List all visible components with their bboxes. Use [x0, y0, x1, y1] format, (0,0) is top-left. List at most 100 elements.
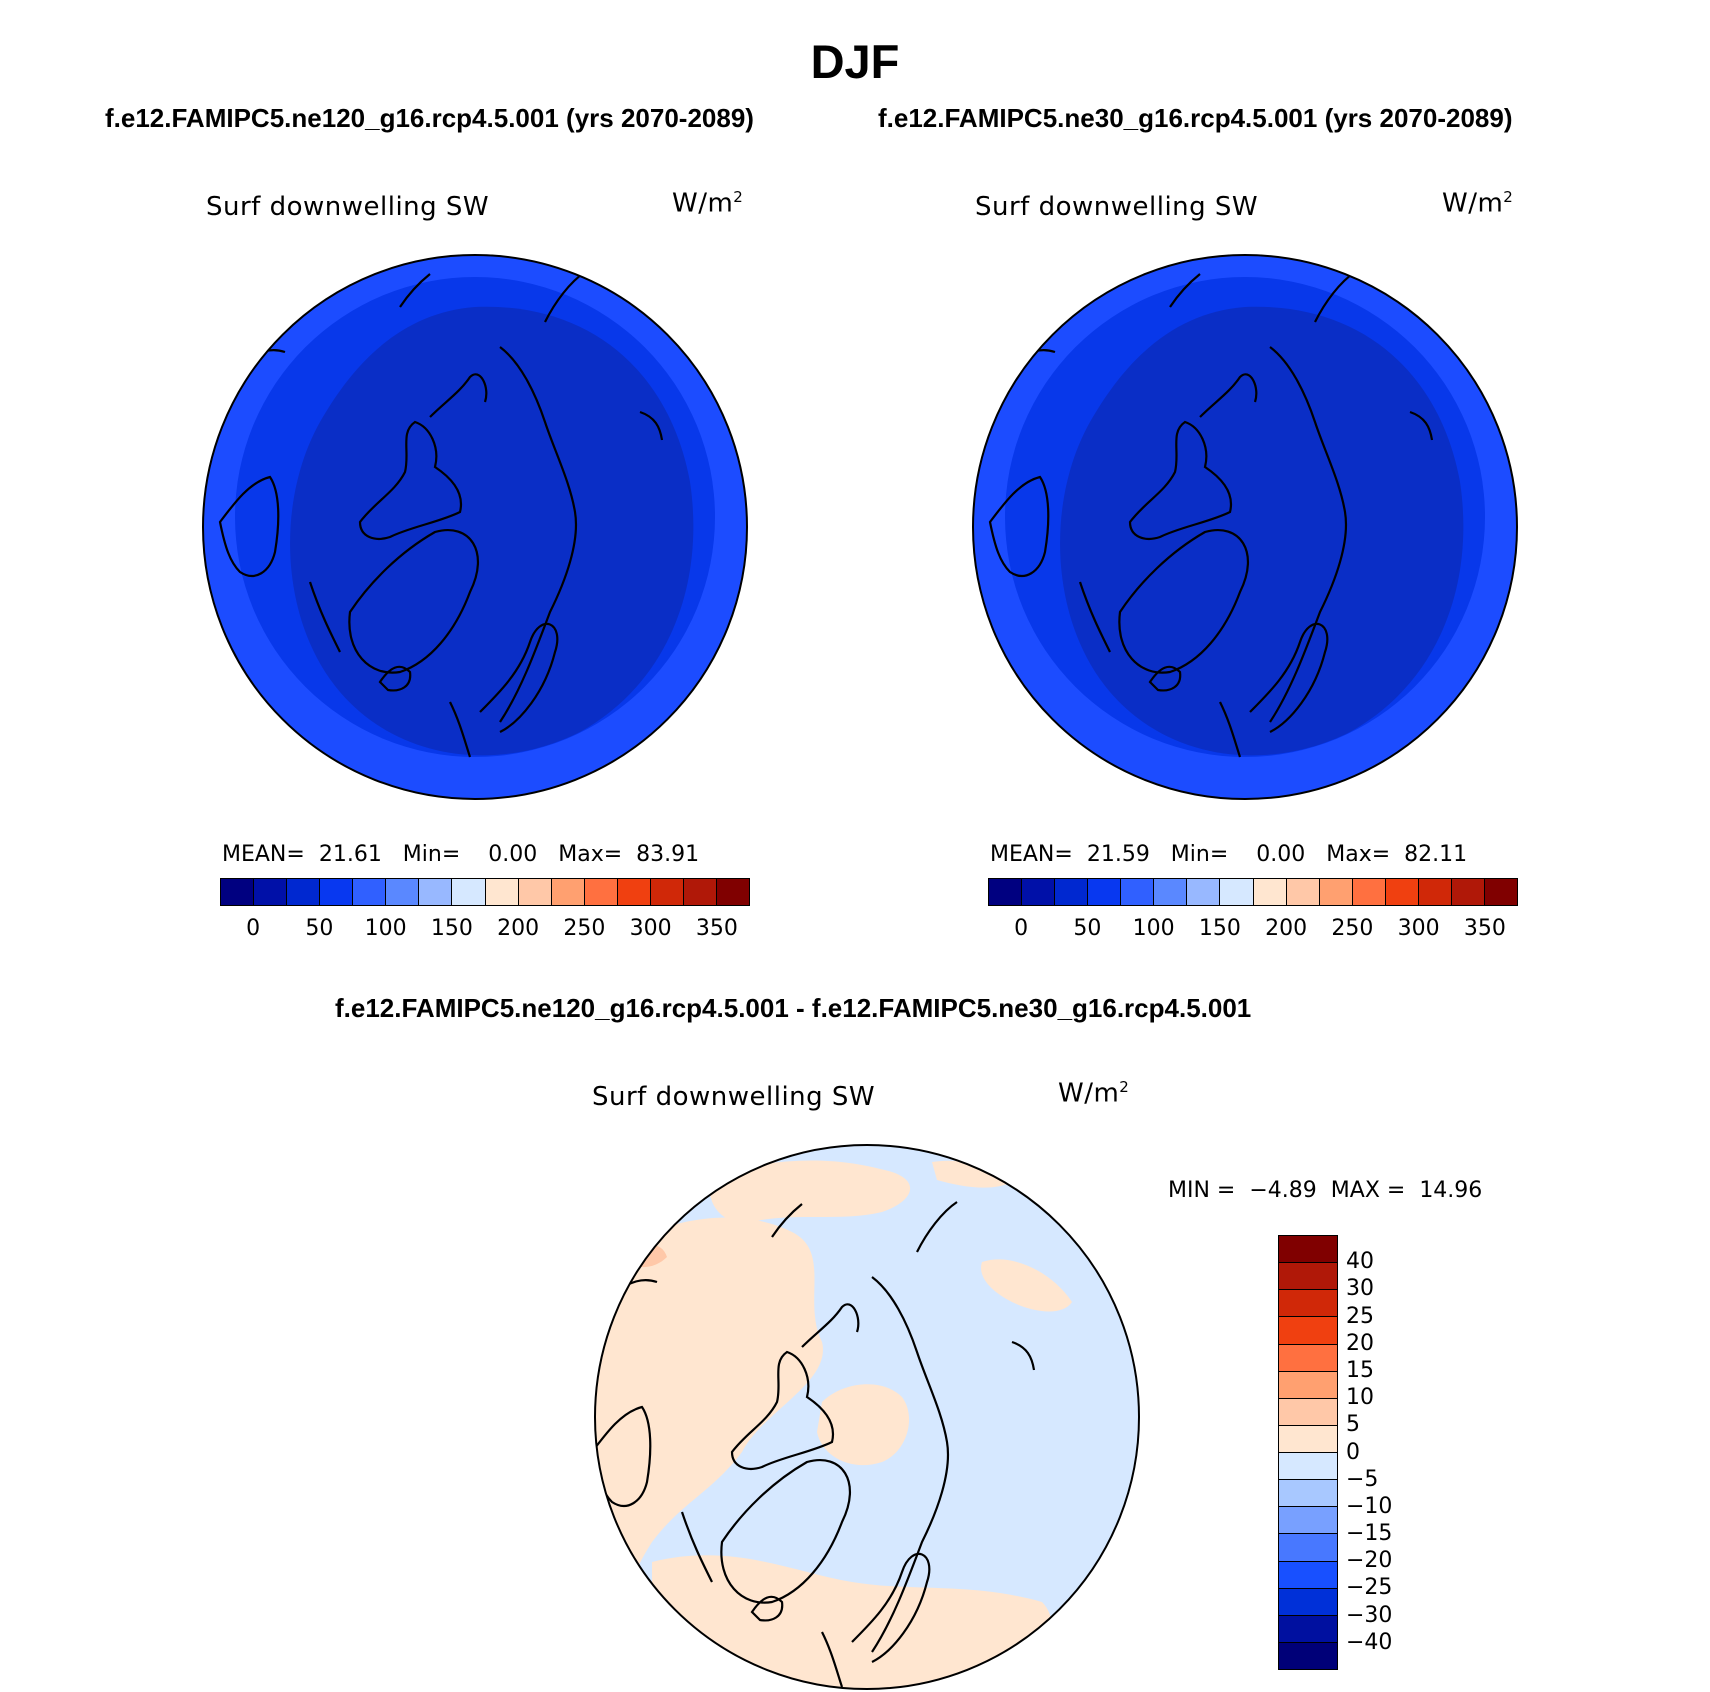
colorbar-swatch	[1385, 879, 1419, 905]
colorbar-swatch	[353, 879, 387, 905]
panel-1-stats: MEAN= 21.61 Min= 0.00 Max= 83.91	[222, 842, 700, 867]
colorbar-swatch	[1319, 879, 1353, 905]
colorbar-swatch	[1279, 1588, 1337, 1616]
colorbar-tick-label: −40	[1346, 1629, 1393, 1655]
panel-1-map	[202, 254, 748, 800]
panel-1-colorbar-ticks: 0 50 100 150 200 250 300 350	[220, 916, 750, 946]
colorbar-swatch	[584, 879, 618, 905]
colorbar-swatch	[1418, 879, 1452, 905]
positive-region-center	[817, 1384, 910, 1466]
colorbar-tick-label: 350	[1463, 916, 1506, 941]
map-inner-region	[290, 306, 694, 756]
colorbar-swatch	[518, 879, 552, 905]
colorbar-swatch	[1279, 1615, 1337, 1643]
panel-2-subtitle: f.e12.FAMIPC5.ne30_g16.rcp4.5.001 (yrs 2…	[878, 103, 1513, 133]
colorbar-swatch	[1279, 1290, 1337, 1318]
colorbar-swatch	[1154, 879, 1188, 905]
colorbar-tick-label: 5	[1346, 1412, 1360, 1438]
colorbar-swatch	[386, 879, 420, 905]
colorbar-tick-label: 0	[246, 916, 261, 941]
positive-region-northeast	[932, 1160, 1012, 1188]
colorbar-swatch	[1286, 879, 1320, 905]
colorbar-tick-label: 0	[1014, 916, 1029, 941]
colorbar-tick-label: −5	[1346, 1466, 1379, 1492]
colorbar-swatch	[1121, 879, 1155, 905]
panel-2-units: W/m2	[1442, 188, 1514, 219]
colorbar-swatch	[1279, 1317, 1337, 1345]
colorbar-tick-label: 20	[1346, 1330, 1374, 1356]
colorbar-swatch	[716, 879, 749, 905]
panel-2-variable: Surf downwelling SW	[975, 192, 1259, 222]
colorbar-swatch	[1055, 879, 1089, 905]
colorbar-tick-label: −30	[1346, 1602, 1393, 1628]
colorbar-swatch	[287, 879, 321, 905]
colorbar-swatch	[1279, 1398, 1337, 1426]
colorbar-tick-label: 0	[1346, 1439, 1360, 1465]
colorbar-tick-label: 50	[305, 916, 334, 941]
colorbar-swatch	[1253, 879, 1287, 905]
colorbar-swatch	[650, 879, 684, 905]
figure-title: DJF	[810, 35, 900, 88]
colorbar-tick-label: 200	[1265, 916, 1308, 941]
diff-units: W/m2	[1058, 1078, 1130, 1109]
map-inner-region	[1060, 306, 1464, 756]
colorbar-swatch	[1279, 1480, 1337, 1508]
colorbar-tick-label: 40	[1346, 1249, 1374, 1275]
colorbar-swatch	[1484, 879, 1517, 905]
colorbar-swatch	[1279, 1561, 1337, 1589]
colorbar-tick-label: 150	[1198, 916, 1241, 941]
positive-region-west	[595, 1217, 823, 1622]
colorbar-swatch	[1279, 1344, 1337, 1372]
panel-2-colorbar	[988, 878, 1518, 906]
colorbar-swatch	[221, 879, 255, 905]
colorbar-swatch	[419, 879, 453, 905]
colorbar-tick-label: 30	[1346, 1276, 1374, 1302]
colorbar-swatch	[1220, 879, 1254, 905]
positive-region-north	[709, 1160, 911, 1223]
colorbar-swatch	[452, 879, 486, 905]
colorbar-tick-label: 25	[1346, 1303, 1374, 1329]
colorbar-tick-label: 250	[1331, 916, 1374, 941]
colorbar-tick-label: 350	[695, 916, 738, 941]
colorbar-swatch	[551, 879, 585, 905]
panel-1-subtitle: f.e12.FAMIPC5.ne120_g16.rcp4.5.001 (yrs …	[105, 103, 754, 133]
colorbar-swatch	[1022, 879, 1056, 905]
colorbar-tick-label: −15	[1346, 1521, 1393, 1547]
colorbar-tick-label: 100	[364, 916, 407, 941]
colorbar-tick-label: −20	[1346, 1548, 1393, 1574]
colorbar-tick-label: −25	[1346, 1575, 1393, 1601]
panel-1-variable: Surf downwelling SW	[206, 192, 490, 222]
diff-colorbar-ticks: 40 30 25 20 15 10 5 0 −5 −10 −15 −20 −25 −30 −40	[1346, 1235, 1426, 1670]
colorbar-tick-label: 10	[1346, 1385, 1374, 1411]
colorbar-swatch	[1279, 1642, 1337, 1669]
colorbar-swatch	[1187, 879, 1221, 905]
colorbar-swatch	[1279, 1425, 1337, 1453]
colorbar-tick-label: 15	[1346, 1357, 1374, 1383]
colorbar-tick-label: −10	[1346, 1493, 1393, 1519]
colorbar-swatch	[320, 879, 354, 905]
panel-2-stats: MEAN= 21.59 Min= 0.00 Max= 82.11	[990, 842, 1468, 867]
colorbar-tick-label: 50	[1073, 916, 1102, 941]
colorbar-swatch	[1279, 1236, 1337, 1264]
colorbar-swatch	[254, 879, 288, 905]
diff-colorbar	[1278, 1235, 1338, 1670]
colorbar-swatch	[1279, 1507, 1337, 1535]
colorbar-swatch	[1279, 1371, 1337, 1399]
colorbar-tick-label: 300	[1397, 916, 1440, 941]
colorbar-swatch	[485, 879, 519, 905]
colorbar-swatch	[683, 879, 717, 905]
colorbar-swatch	[1088, 879, 1122, 905]
colorbar-tick-label: 100	[1132, 916, 1175, 941]
colorbar-swatch	[989, 879, 1023, 905]
colorbar-swatch	[1279, 1534, 1337, 1562]
diff-stats: MIN = −4.89 MAX = 14.96	[1168, 1178, 1483, 1203]
diff-subtitle: f.e12.FAMIPC5.ne120_g16.rcp4.5.001 - f.e…	[335, 993, 1252, 1023]
diff-map	[594, 1144, 1140, 1690]
colorbar-swatch	[1279, 1263, 1337, 1291]
colorbar-tick-label: 250	[563, 916, 606, 941]
colorbar-swatch	[617, 879, 651, 905]
panel-1-units: W/m2	[672, 188, 744, 219]
panel-2-colorbar-ticks: 0 50 100 150 200 250 300 350	[988, 916, 1518, 946]
colorbar-swatch	[1352, 879, 1386, 905]
colorbar-tick-label: 300	[629, 916, 672, 941]
